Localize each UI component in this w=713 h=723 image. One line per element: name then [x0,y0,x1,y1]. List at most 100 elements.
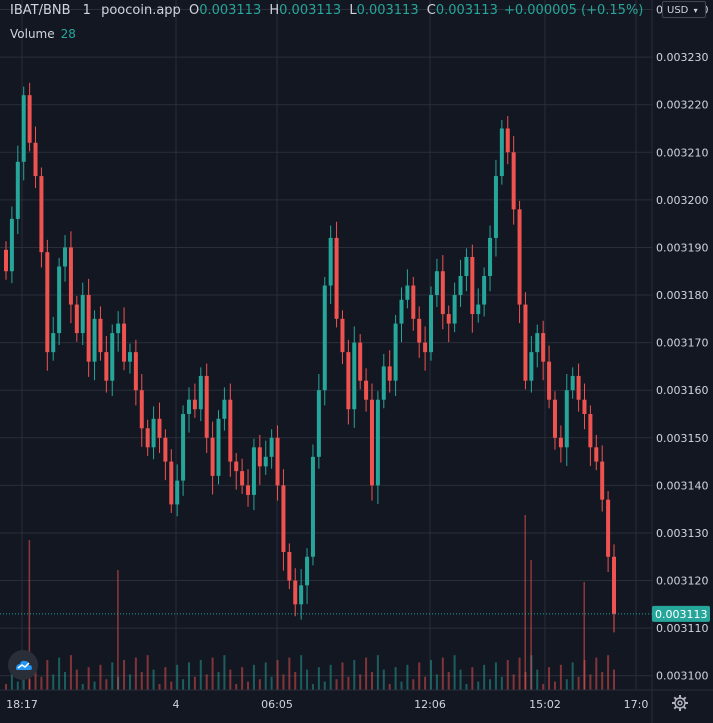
candle-body[interactable] [80,295,85,334]
currency-selector[interactable]: USD ▾ [662,1,706,18]
candle-body[interactable] [535,333,540,353]
candle-body[interactable] [558,437,563,448]
candle-body[interactable] [340,318,345,353]
candle-body[interactable] [322,285,327,391]
candle-body[interactable] [228,399,233,462]
candle-body[interactable] [192,399,197,410]
candle-body[interactable] [86,295,91,362]
candle-body[interactable] [310,456,315,557]
candle-body[interactable] [328,237,333,286]
candle-body[interactable] [246,485,251,495]
candle-body[interactable] [529,352,534,381]
interval-label[interactable]: 1 [82,3,91,18]
time-axis[interactable]: 18:17 4 06:05 12:06 15:02 17:0 [6,698,648,711]
candle-body[interactable] [547,361,552,400]
candle-body[interactable] [15,161,20,219]
candle-body[interactable] [499,128,504,177]
candle-body[interactable] [411,285,416,319]
candle-body[interactable] [612,556,616,614]
candle-body[interactable] [68,247,73,305]
symbol-name[interactable]: IBAT/BNB [10,3,71,18]
candle-body[interactable] [399,299,404,324]
candle-body[interactable] [505,128,510,153]
candle-body[interactable] [63,247,68,267]
candle-body[interactable] [541,333,546,362]
candle-body[interactable] [204,375,209,438]
candle-body[interactable] [417,318,422,343]
candle-body[interactable] [163,437,168,462]
candle-body[interactable] [181,414,186,481]
candle-body[interactable] [488,237,493,276]
candle-body[interactable] [116,323,121,334]
candle-body[interactable] [346,352,351,410]
candle-body[interactable] [440,271,445,315]
settings-gear-icon[interactable] [671,694,689,712]
candle-body[interactable] [51,333,56,353]
candle-body[interactable] [74,304,79,334]
candle-body[interactable] [216,418,221,476]
candle-body[interactable] [263,456,268,467]
candle-body[interactable] [39,176,44,253]
candle-body[interactable] [517,209,522,305]
candle-body[interactable] [145,428,150,448]
candle-body[interactable] [564,390,569,448]
candle-body[interactable] [552,399,557,438]
candle-body[interactable] [405,285,410,300]
candle-body[interactable] [186,399,191,414]
tradingview-logo-button[interactable] [8,650,38,680]
candle-body[interactable] [240,471,245,486]
candle-body[interactable] [257,447,262,467]
candle-body[interactable] [198,375,203,410]
candle-body[interactable] [429,295,434,353]
candle-body[interactable] [393,323,398,381]
candle-body[interactable] [299,585,304,605]
candle-body[interactable] [458,276,463,296]
candles[interactable] [4,82,616,633]
candle-body[interactable] [358,342,363,381]
candle-body[interactable] [570,375,575,391]
candle-body[interactable] [110,333,115,381]
candle-body[interactable] [316,390,321,457]
candle-body[interactable] [305,556,310,586]
candle-body[interactable] [594,447,599,462]
candle-body[interactable] [281,485,286,552]
candle-body[interactable] [434,271,439,296]
candle-body[interactable] [381,366,386,400]
candle-body[interactable] [452,295,457,324]
candle-body[interactable] [122,323,127,362]
candle-body[interactable] [423,342,428,353]
candle-body[interactable] [27,95,32,143]
candle-body[interactable] [364,380,369,400]
candle-body[interactable] [375,399,380,486]
candle-body[interactable] [387,366,392,381]
candle-body[interactable] [21,95,26,162]
candle-body[interactable] [175,480,180,505]
candle-body[interactable] [57,266,62,334]
candle-body[interactable] [275,437,280,486]
candle-body[interactable] [45,252,50,353]
candle-body[interactable] [92,318,97,362]
candle-body[interactable] [511,152,516,210]
candle-body[interactable] [576,375,581,400]
candle-body[interactable] [470,256,475,315]
candle-body[interactable] [210,437,215,476]
candle-body[interactable] [464,256,469,276]
price-axis[interactable]: 0.0032400.0032300.0032200.0032100.003200… [656,4,709,683]
candle-body[interactable] [334,237,339,319]
candle-body[interactable] [588,414,593,448]
candle-body[interactable] [293,580,298,605]
candle-body[interactable] [476,304,481,315]
candle-body[interactable] [139,390,144,429]
candle-body[interactable] [33,142,38,177]
candle-body[interactable] [222,399,227,419]
candle-body[interactable] [269,437,274,457]
candle-body[interactable] [4,249,8,272]
candle-body[interactable] [600,461,605,500]
candle-body[interactable] [582,399,587,414]
candle-body[interactable] [127,352,132,362]
candle-body[interactable] [157,418,162,438]
candle-body[interactable] [133,352,138,391]
candle-body[interactable] [169,461,174,505]
candle-body[interactable] [352,342,357,410]
